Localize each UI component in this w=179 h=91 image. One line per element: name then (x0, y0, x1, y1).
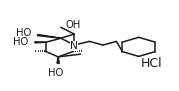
Text: HO: HO (13, 37, 29, 47)
Polygon shape (57, 57, 59, 63)
Text: N: N (70, 41, 78, 51)
Polygon shape (35, 42, 46, 43)
Text: HO: HO (48, 68, 63, 78)
Text: HO: HO (16, 28, 31, 38)
Text: HCl: HCl (141, 57, 162, 70)
Text: OH: OH (65, 20, 81, 30)
Polygon shape (37, 34, 61, 38)
